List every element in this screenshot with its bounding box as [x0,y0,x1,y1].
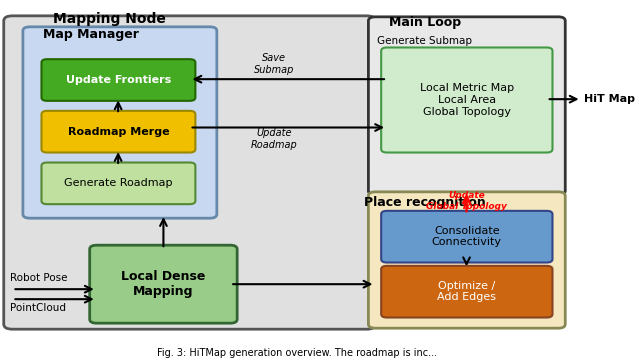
Text: Place recognition: Place recognition [364,196,486,209]
FancyBboxPatch shape [4,16,376,329]
FancyBboxPatch shape [369,192,565,328]
Text: Mapping Node: Mapping Node [53,12,166,26]
Text: Optimize /
Add Edges: Optimize / Add Edges [437,281,497,302]
FancyBboxPatch shape [381,48,552,153]
Text: Main Loop: Main Loop [388,16,461,29]
Text: HiT Map: HiT Map [584,94,636,104]
Text: PointCloud: PointCloud [10,302,65,312]
FancyBboxPatch shape [381,266,552,318]
FancyBboxPatch shape [23,27,217,218]
Text: Update
Global Topology: Update Global Topology [426,191,507,211]
Text: Local Metric Map
Local Area
Global Topology: Local Metric Map Local Area Global Topol… [420,84,514,117]
Text: Map Manager: Map Manager [43,28,139,41]
Text: Save
Submap: Save Submap [253,53,294,75]
FancyBboxPatch shape [90,245,237,323]
Text: Update
Roadmap: Update Roadmap [250,129,297,150]
Text: Robot Pose: Robot Pose [10,273,67,283]
FancyBboxPatch shape [42,59,195,101]
Text: Generate Submap: Generate Submap [377,36,472,46]
FancyBboxPatch shape [369,17,565,195]
Text: Consolidate
Connectivity: Consolidate Connectivity [432,226,502,247]
FancyBboxPatch shape [42,111,195,153]
Text: Update Frontiers: Update Frontiers [66,75,171,85]
Text: Fig. 3: HiTMap generation overview. The roadmap is inc...: Fig. 3: HiTMap generation overview. The … [157,347,437,357]
FancyBboxPatch shape [381,211,552,262]
FancyBboxPatch shape [42,162,195,204]
Text: Generate Roadmap: Generate Roadmap [64,178,173,188]
Text: Roadmap Merge: Roadmap Merge [68,127,169,137]
Text: Local Dense
Mapping: Local Dense Mapping [121,270,205,298]
